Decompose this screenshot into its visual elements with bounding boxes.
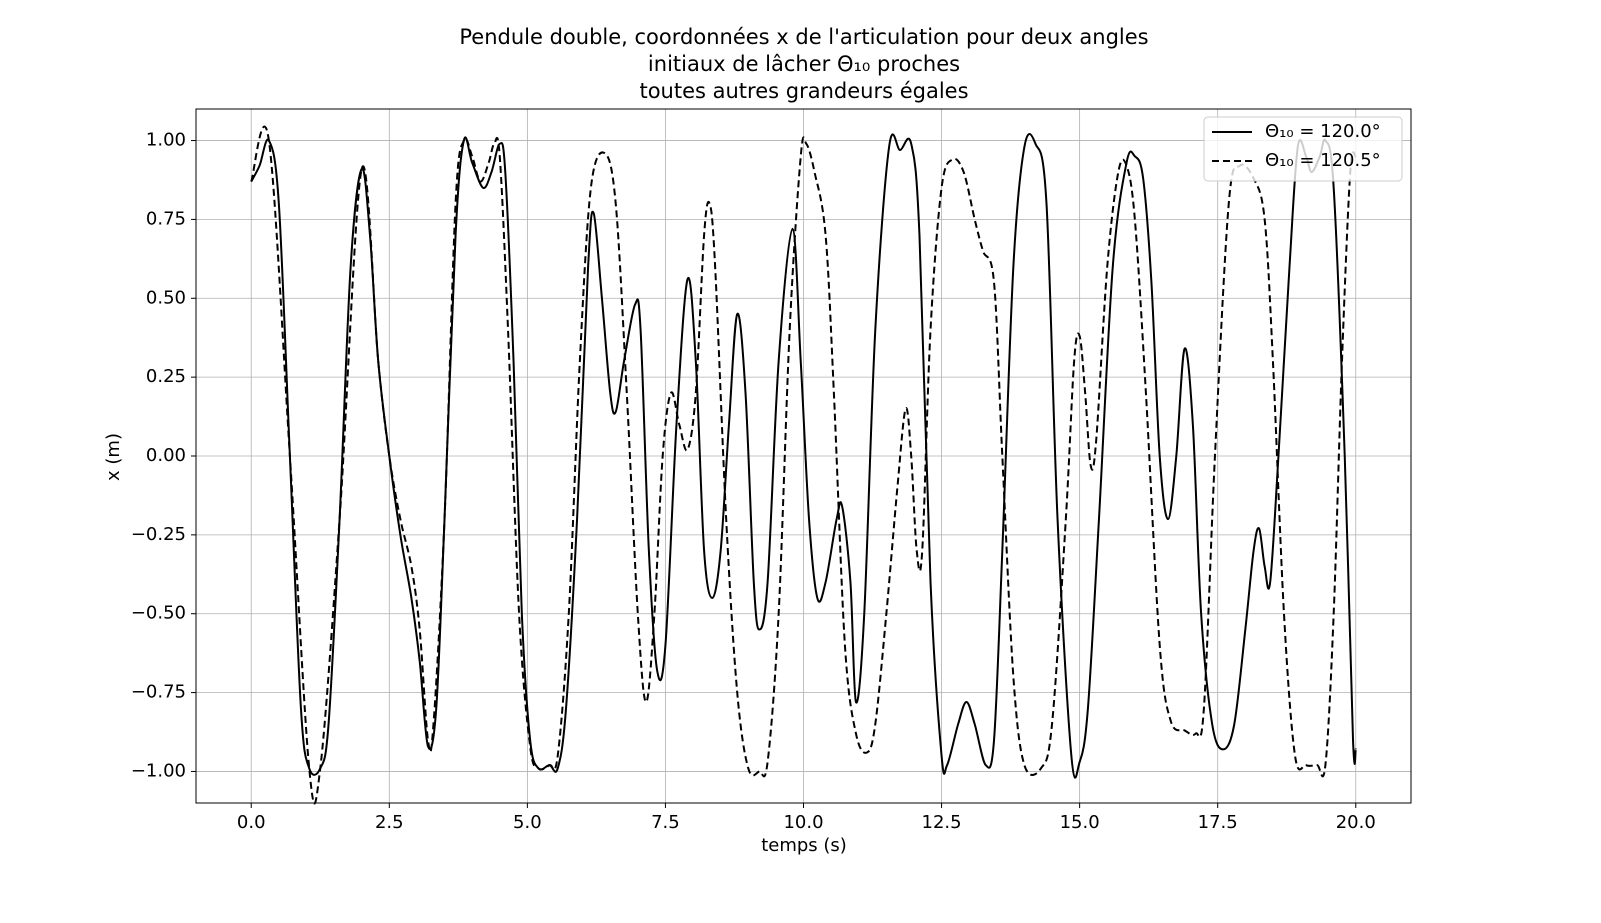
x-tick-label: 2.5 — [375, 812, 404, 833]
y-tick-label: 0.25 — [146, 366, 186, 387]
x-tick-label: 0.0 — [237, 812, 266, 833]
chart-title: Pendule double, coordonnées x de l'artic… — [459, 25, 1148, 49]
y-axis-label: x (m) — [103, 433, 124, 481]
legend-label: Θ₁₀ = 120.5° — [1265, 150, 1381, 171]
x-tick-label: 17.5 — [1198, 812, 1238, 833]
legend-box — [1203, 116, 1403, 182]
y-tick-label: 0.50 — [146, 287, 186, 308]
y-tick-label: −0.50 — [131, 603, 186, 624]
x-tick-label: 10.0 — [783, 812, 823, 833]
x-tick-label: 5.0 — [513, 812, 542, 833]
x-tick-label: 12.5 — [922, 812, 962, 833]
y-tick-label: −1.00 — [131, 760, 186, 781]
chart-title: toutes autres grandeurs égales — [639, 79, 968, 103]
legend-label: Θ₁₀ = 120.0° — [1265, 121, 1381, 142]
x-tick-label: 15.0 — [1060, 812, 1100, 833]
y-tick-label: 0.00 — [146, 445, 186, 466]
y-tick-label: −0.25 — [131, 524, 186, 545]
plot-frame — [195, 108, 1412, 804]
y-tick-label: 1.00 — [146, 130, 186, 151]
x-tick-label: 20.0 — [1336, 812, 1376, 833]
chart-title: initiaux de lâcher Θ₁₀ proches — [648, 52, 960, 76]
series-line — [250, 125, 1357, 805]
y-tick-label: 0.75 — [146, 208, 186, 229]
x-tick-label: 7.5 — [651, 812, 680, 833]
x-axis-label: temps (s) — [761, 835, 847, 856]
y-tick-label: −0.75 — [131, 682, 186, 703]
